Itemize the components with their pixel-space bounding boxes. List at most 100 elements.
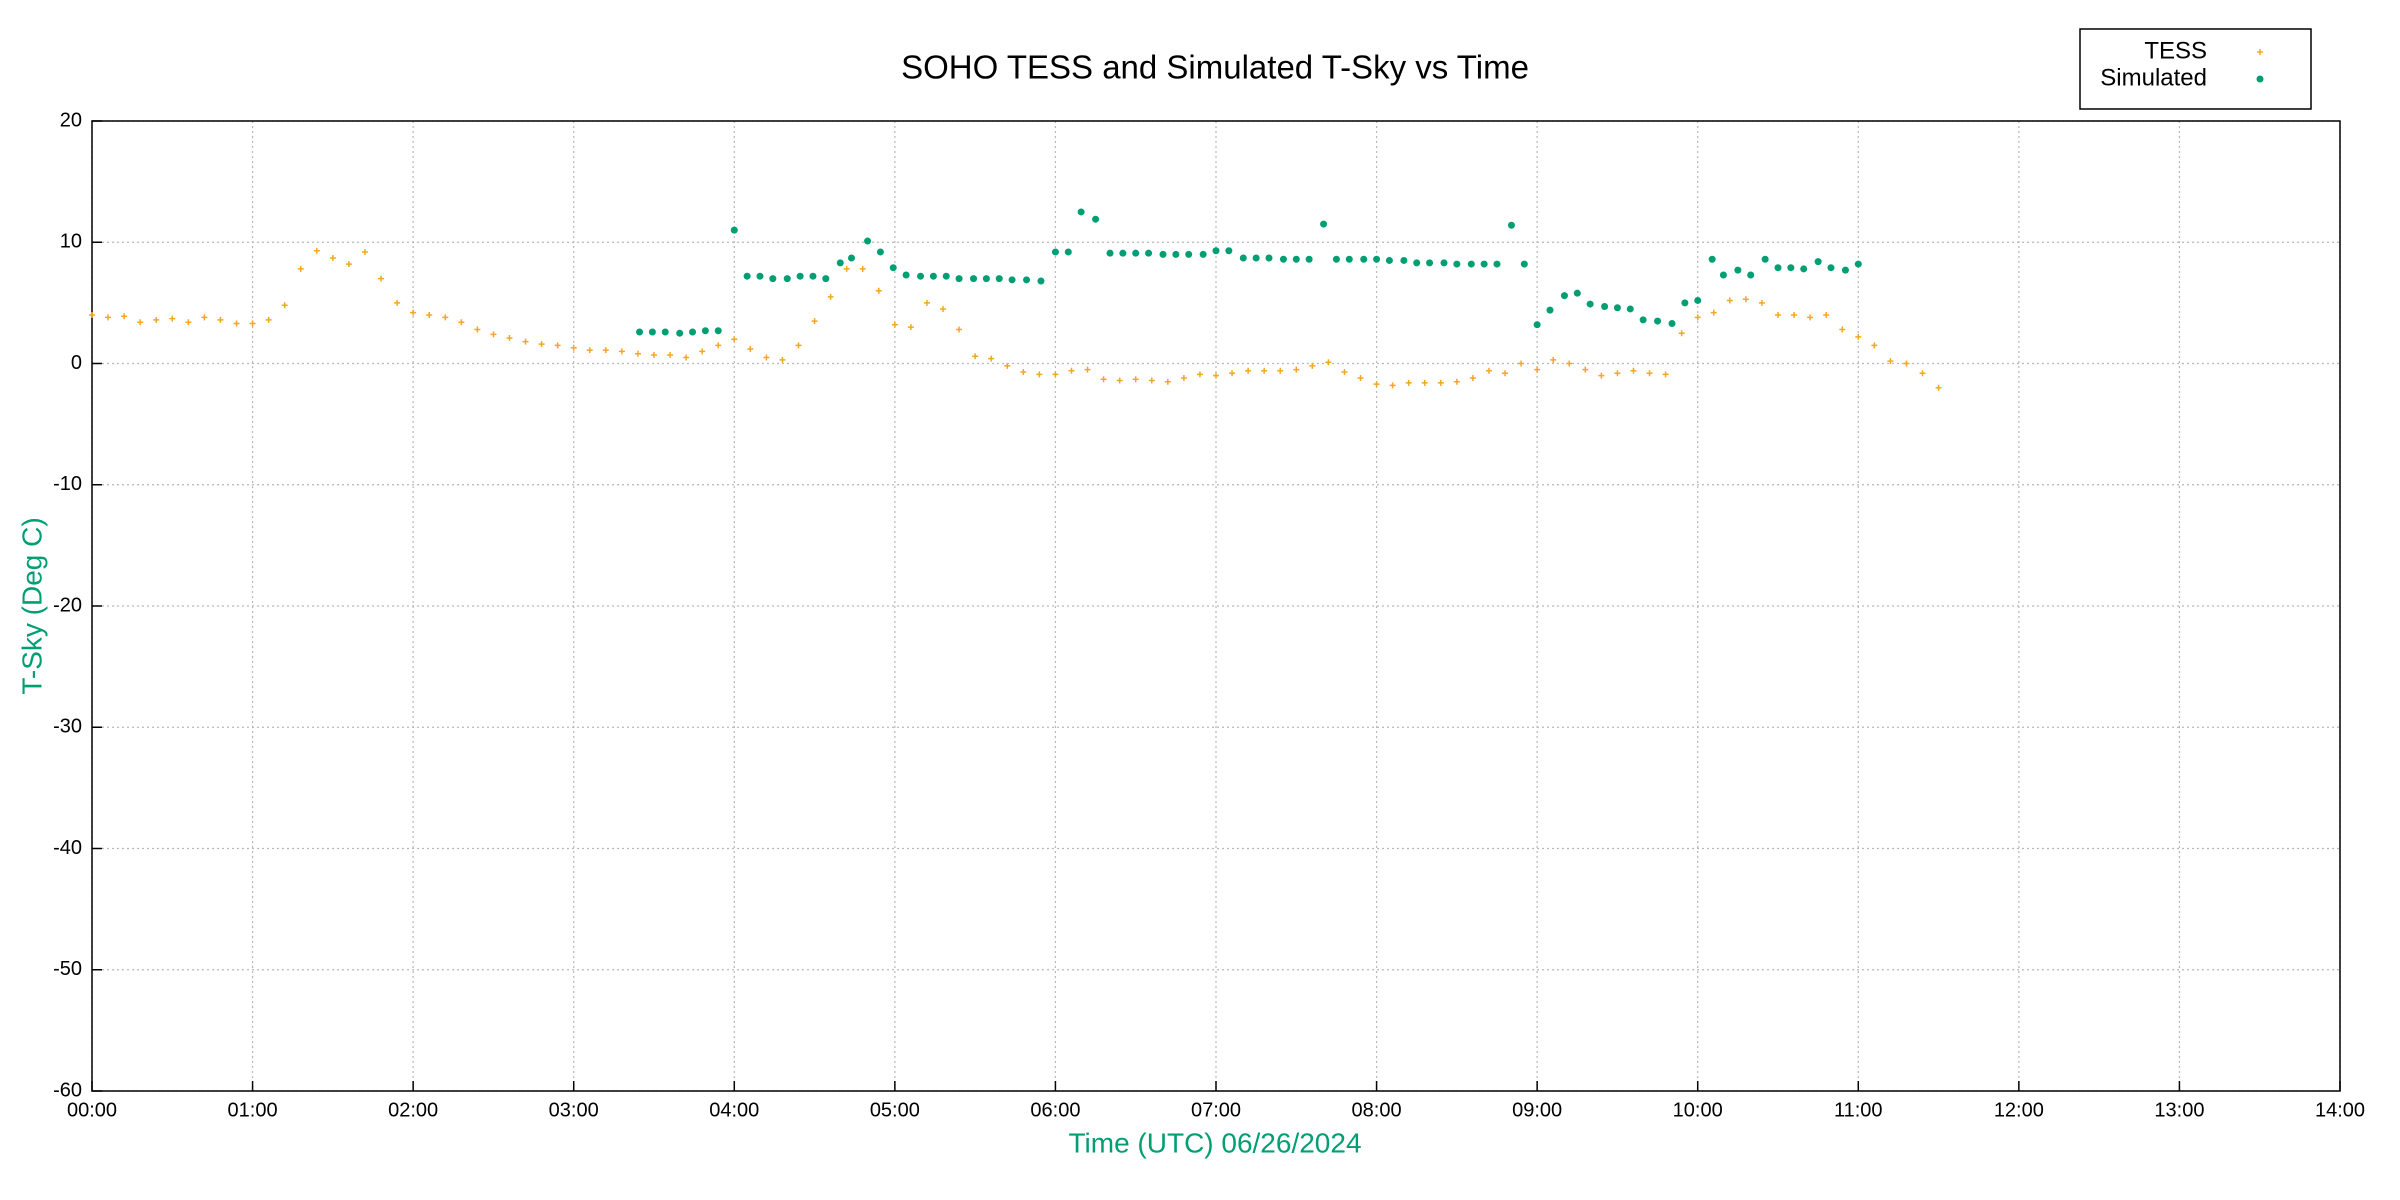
data-point bbox=[1586, 300, 1594, 308]
data-point bbox=[1172, 250, 1180, 258]
data-point bbox=[1480, 260, 1488, 268]
data-point bbox=[185, 319, 192, 326]
data-point bbox=[891, 321, 898, 328]
x-tick-label: 13:00 bbox=[2154, 1099, 2204, 1121]
data-point bbox=[554, 342, 561, 349]
data-point bbox=[89, 312, 95, 318]
data-point bbox=[442, 314, 449, 321]
data-point bbox=[1654, 317, 1662, 325]
y-tick-label: 10 bbox=[60, 231, 82, 253]
data-point bbox=[1239, 254, 1247, 262]
data-point bbox=[1413, 259, 1421, 267]
data-point bbox=[651, 352, 657, 359]
data-point bbox=[1678, 330, 1685, 337]
data-point bbox=[1710, 309, 1717, 316]
data-point bbox=[940, 305, 947, 312]
data-point bbox=[972, 353, 979, 360]
data-point bbox=[313, 247, 320, 254]
data-point bbox=[902, 271, 910, 279]
data-point bbox=[201, 314, 208, 321]
data-point bbox=[618, 348, 625, 355]
data-point bbox=[602, 347, 609, 354]
data-point bbox=[570, 344, 577, 351]
data-point bbox=[1400, 256, 1408, 264]
data-point bbox=[1453, 378, 1460, 385]
data-point bbox=[1560, 292, 1568, 300]
x-tick-label: 10:00 bbox=[1673, 1099, 1723, 1121]
x-tick-label: 00:00 bbox=[67, 1099, 117, 1121]
data-point bbox=[636, 328, 644, 336]
data-point bbox=[1106, 249, 1114, 257]
data-point bbox=[1807, 314, 1814, 321]
y-tick-label: -50 bbox=[53, 958, 82, 980]
data-point bbox=[1646, 370, 1653, 377]
data-point bbox=[714, 327, 722, 335]
data-point bbox=[1261, 367, 1268, 374]
y-tick-label: -30 bbox=[53, 716, 82, 738]
x-tick-label: 09:00 bbox=[1512, 1099, 1562, 1121]
y-tick-label: 20 bbox=[60, 109, 82, 131]
data-point bbox=[1493, 260, 1501, 268]
data-point bbox=[1116, 377, 1123, 384]
data-point bbox=[769, 275, 777, 283]
data-point bbox=[1426, 259, 1434, 267]
data-point bbox=[648, 328, 656, 336]
data-point bbox=[1360, 255, 1368, 263]
data-point bbox=[634, 350, 641, 357]
data-point bbox=[1373, 255, 1381, 263]
x-tick-label: 14:00 bbox=[2315, 1099, 2365, 1121]
data-point bbox=[1279, 255, 1287, 263]
data-point bbox=[889, 264, 897, 272]
data-point bbox=[676, 329, 684, 337]
x-tick-label: 11:00 bbox=[1834, 1099, 1883, 1121]
y-tick-label: -10 bbox=[53, 473, 82, 495]
data-point bbox=[1626, 305, 1634, 313]
data-point bbox=[811, 318, 818, 325]
data-point bbox=[1791, 312, 1798, 318]
data-point bbox=[345, 261, 352, 268]
data-point bbox=[1292, 255, 1300, 263]
data-point bbox=[1774, 264, 1782, 272]
data-point bbox=[1132, 249, 1140, 257]
data-point bbox=[1229, 370, 1236, 377]
y-tick-label: -40 bbox=[53, 837, 82, 859]
y-axis-label: T-Sky (Deg C) bbox=[16, 517, 47, 694]
data-point bbox=[859, 265, 866, 272]
data-point bbox=[763, 354, 770, 361]
data-point bbox=[1839, 326, 1846, 333]
data-point bbox=[1546, 306, 1554, 314]
data-point bbox=[1421, 379, 1428, 386]
y-tick-label: -20 bbox=[53, 594, 82, 616]
data-point bbox=[1309, 362, 1316, 369]
legend-box bbox=[2079, 28, 2312, 110]
data-point bbox=[970, 275, 978, 283]
data-point bbox=[1520, 260, 1528, 268]
data-point bbox=[1550, 356, 1557, 363]
data-point bbox=[1357, 375, 1364, 382]
data-point bbox=[795, 342, 802, 349]
data-point bbox=[1734, 266, 1742, 274]
data-point bbox=[538, 341, 545, 348]
data-point bbox=[667, 352, 674, 359]
data-point bbox=[699, 348, 706, 355]
data-point bbox=[1639, 316, 1647, 324]
x-tick-label: 12:00 bbox=[1994, 1099, 2044, 1121]
data-point bbox=[907, 324, 914, 331]
data-point bbox=[689, 328, 697, 336]
data-point bbox=[929, 272, 937, 280]
data-point bbox=[836, 259, 844, 267]
data-point bbox=[1332, 255, 1340, 263]
data-point bbox=[1787, 264, 1795, 272]
data-point bbox=[1507, 221, 1515, 229]
data-point bbox=[1020, 368, 1027, 375]
data-point bbox=[1145, 249, 1153, 257]
data-point bbox=[378, 275, 385, 282]
data-point bbox=[137, 319, 144, 326]
chart-title: SOHO TESS and Simulated T-Sky vs Time bbox=[901, 49, 1529, 86]
x-tick-label: 07:00 bbox=[1191, 1099, 1241, 1121]
data-point bbox=[1855, 333, 1862, 340]
data-point bbox=[661, 328, 669, 336]
data-point bbox=[1036, 371, 1043, 378]
data-point bbox=[1148, 377, 1155, 384]
